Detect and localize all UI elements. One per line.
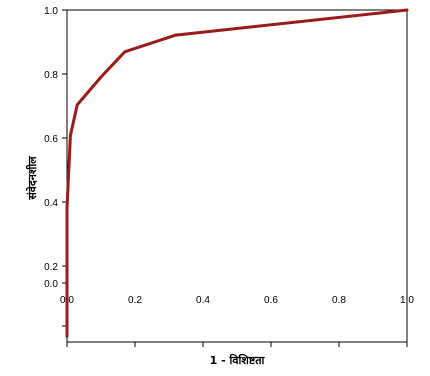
x-tick-label: 0.2	[128, 295, 142, 306]
y-axis-label: संवेदनशील	[25, 156, 39, 201]
y-tick-label: 0.8	[44, 70, 58, 81]
y-tick-label: 0.0	[44, 279, 58, 290]
y-tick-label: 0.2	[44, 262, 58, 273]
y-tick-label: 1.0	[44, 6, 58, 17]
series-lines	[65, 8, 409, 338]
x-tick-label: 0.4	[196, 295, 210, 306]
roc-curve-line	[65, 8, 409, 338]
y-axis: 0.0 0.2 0.4 0.6 0.8 1.0	[44, 6, 67, 327]
x-axis-label: 1 - विशिष्टता	[210, 353, 266, 367]
y-tick-label: 0.4	[44, 198, 58, 209]
x-axis: 0.0 0.2 0.4 0.6 0.8 1.0	[60, 295, 414, 347]
x-tick-label: 1.0	[400, 295, 414, 306]
x-tick-label: 0.8	[332, 295, 346, 306]
x-tick-label: 0.6	[264, 295, 278, 306]
y-tick-label: 0.6	[44, 134, 58, 145]
